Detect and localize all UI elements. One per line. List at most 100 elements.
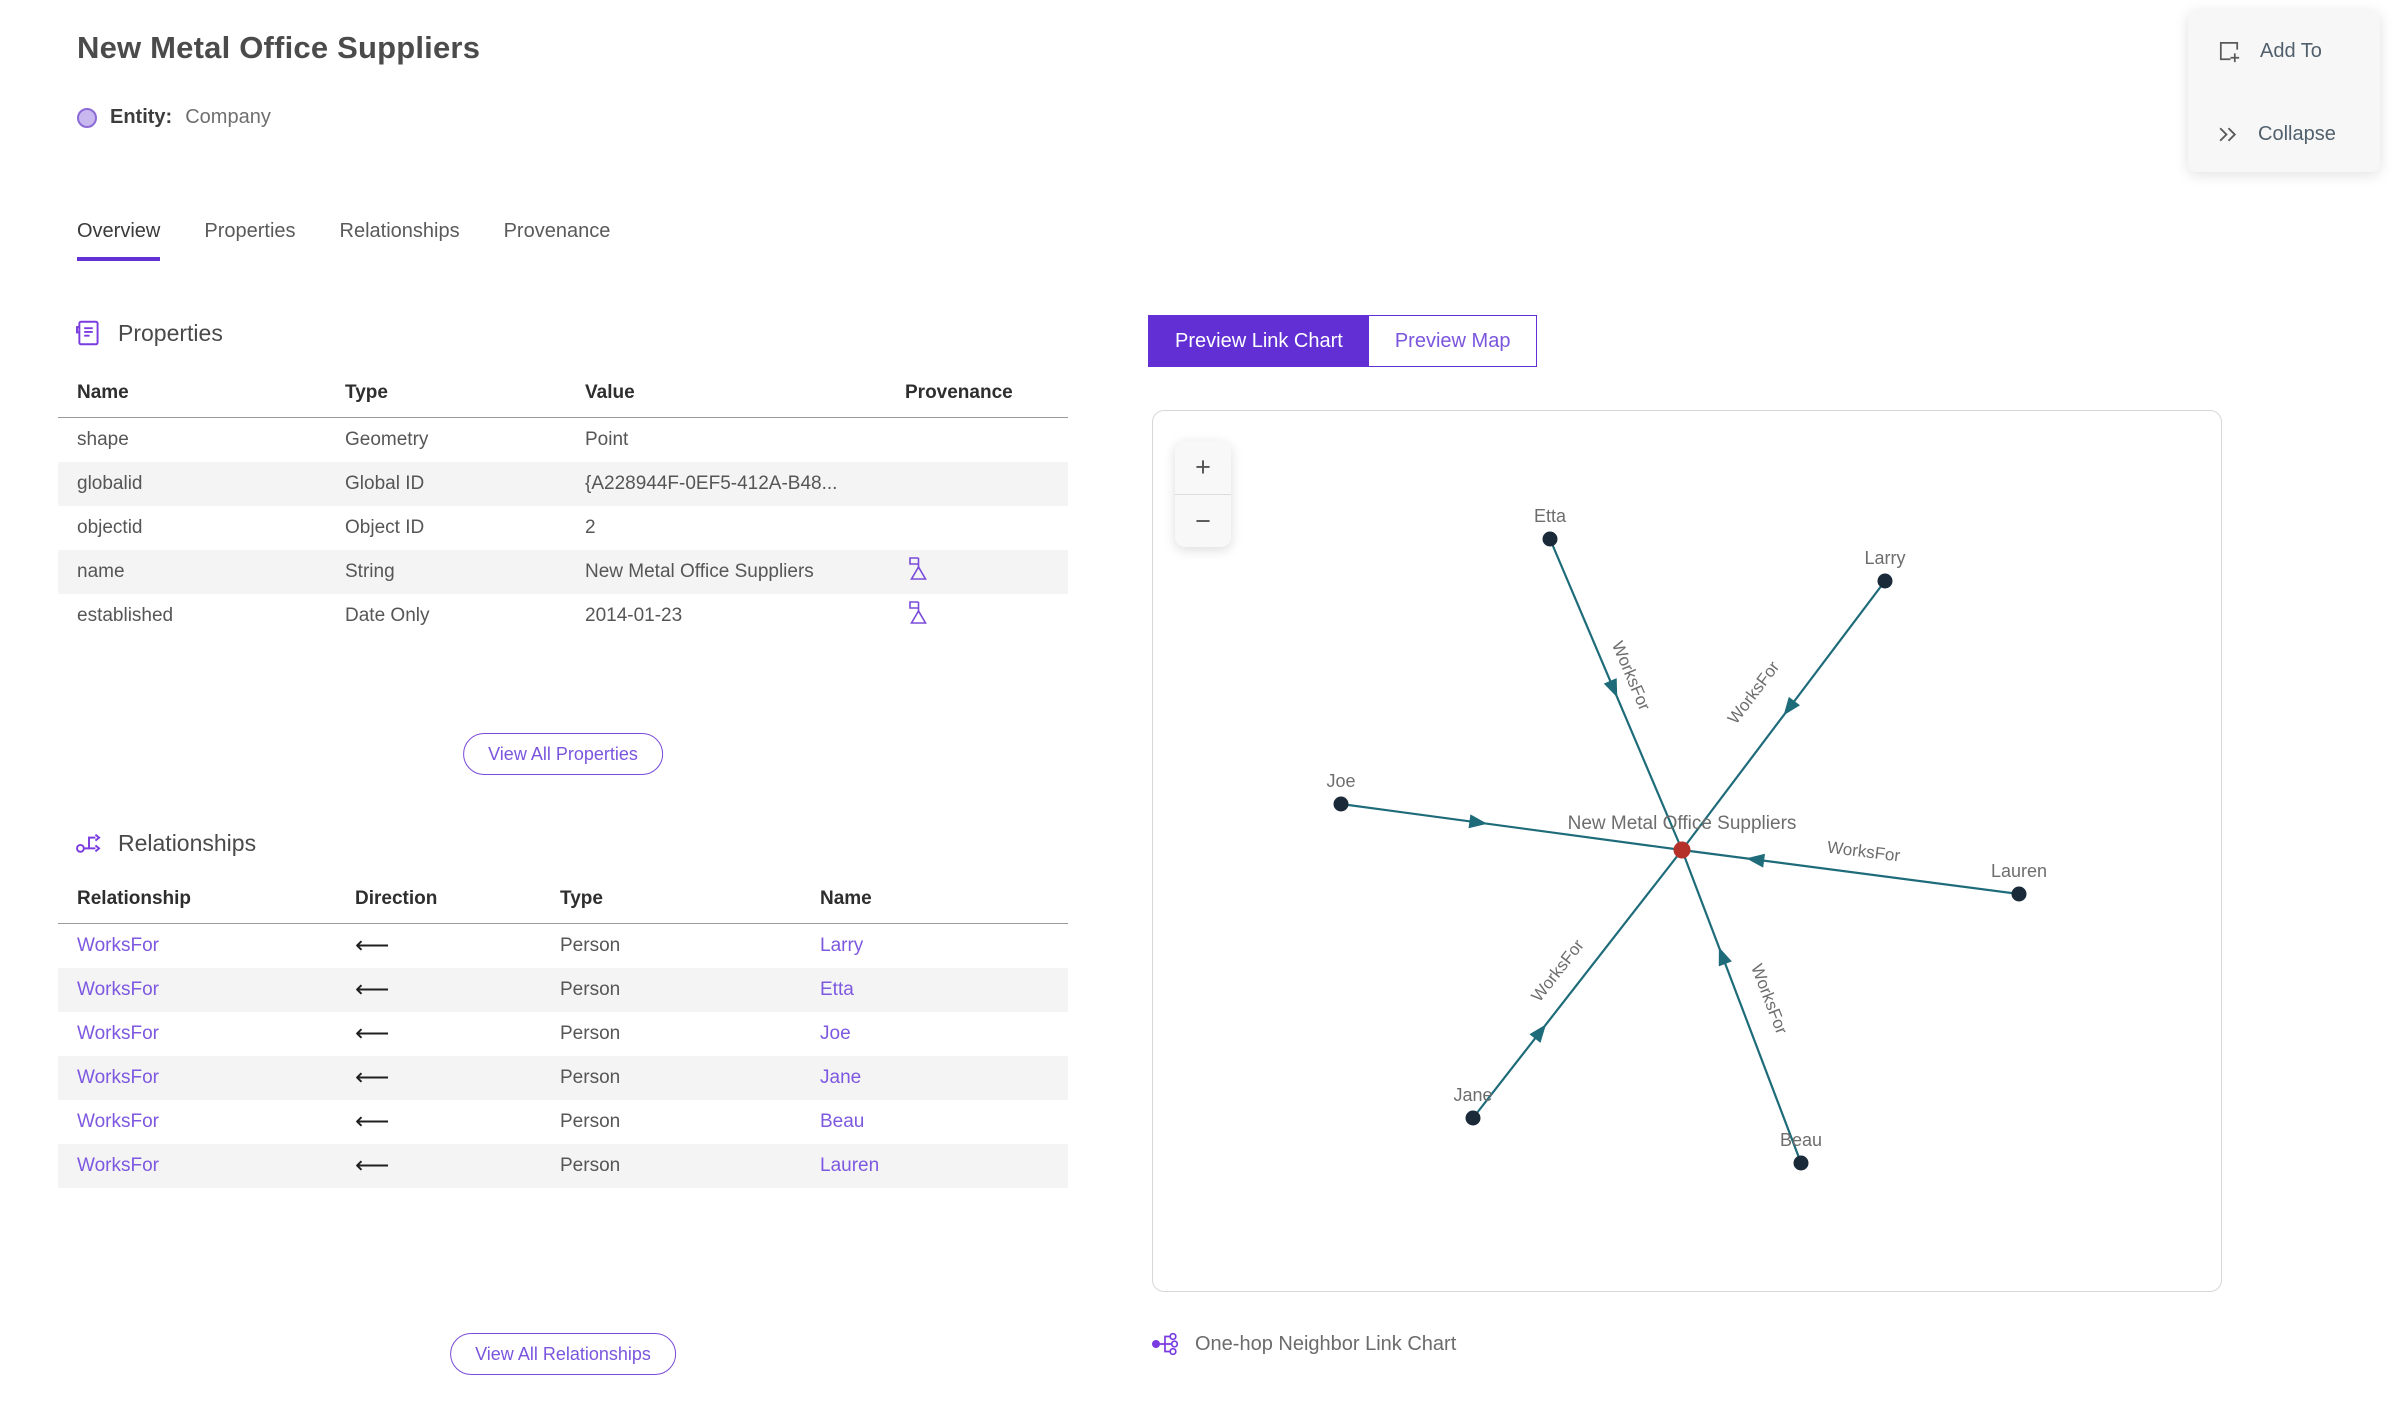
edge-line-beau[interactable] (1680, 849, 1803, 1164)
node-joe[interactable] (1333, 796, 1349, 812)
edge-label-etta: WorksFor (1608, 638, 1654, 713)
entity-label: Entity: (110, 106, 173, 128)
relationship-entity-type-cell: Person (560, 1154, 621, 1176)
edge-line-jane[interactable] (1472, 849, 1683, 1119)
preview-toggle: Preview Link Chart Preview Map (1148, 315, 1538, 367)
chart-caption: One-hop Neighbor Link Chart (1150, 1330, 1456, 1358)
preview-link-chart-tab[interactable]: Preview Link Chart (1149, 316, 1369, 366)
relationship-direction-cell: ⟵ (355, 1152, 390, 1179)
relationship-direction-cell: ⟵ (355, 1108, 390, 1135)
relationships-table-body: WorksFor ⟵ Person Larry WorksFor ⟵ Person Etta W… (58, 924, 1068, 1188)
edge-line-joe[interactable] (1340, 802, 1683, 852)
actions-card: Add To Collapse (2188, 10, 2380, 172)
node-beau[interactable] (1793, 1155, 1809, 1171)
property-name-cell: name (77, 560, 125, 582)
property-name-cell: shape (77, 428, 129, 450)
node-etta[interactable] (1542, 531, 1558, 547)
property-name-cell: globalid (77, 472, 143, 494)
relationships-header-row: Relationship Direction Type Name (58, 880, 1068, 924)
properties-header-row: Name Type Value Provenance (58, 374, 1068, 418)
relationship-name-link[interactable]: Joe (820, 1022, 851, 1044)
zoom-out-button[interactable]: − (1175, 494, 1231, 547)
tabs: Overview Properties Relationships Provenanc… (77, 220, 610, 261)
node-label-center-company: New Metal Office Suppliers (1568, 813, 1797, 834)
property-row: shape Geometry Point (58, 418, 1068, 462)
provenance-flag-icon[interactable] (905, 599, 927, 626)
relationship-type-link[interactable]: WorksFor (77, 934, 159, 956)
relationship-type-link[interactable]: WorksFor (77, 978, 159, 1000)
column-header: Type (560, 880, 820, 924)
node-label-beau: Beau (1780, 1130, 1822, 1150)
relationships-heading-label: Relationships (118, 829, 257, 856)
property-value-cell: Point (585, 428, 629, 450)
relationship-type-link[interactable]: WorksFor (77, 1154, 159, 1176)
column-header: Relationship (58, 880, 355, 924)
properties-table-body: shape Geometry Point globalid Global ID {A228… (58, 418, 1068, 638)
property-row: objectid Object ID 2 (58, 506, 1068, 550)
relationship-name-link[interactable]: Jane (820, 1066, 862, 1088)
properties-heading-label: Properties (118, 319, 223, 346)
edge-arrowhead-icon (1718, 947, 1732, 967)
node-lauren[interactable] (2011, 886, 2027, 902)
relationship-entity-type-cell: Person (560, 934, 621, 956)
column-header: Provenance (905, 374, 1068, 418)
add-to-icon (2219, 41, 2240, 63)
relationship-direction-cell: ⟵ (355, 1064, 390, 1091)
property-type-cell: Object ID (345, 516, 425, 538)
view-all-properties-button[interactable]: View All Properties (463, 733, 663, 775)
relationship-entity-type-cell: Person (560, 1066, 621, 1088)
edge-label-beau: WorksFor (1747, 961, 1791, 1037)
relationship-type-link[interactable]: WorksFor (77, 1022, 159, 1044)
column-header: Direction (355, 880, 560, 924)
edge-label-lauren: WorksFor (1826, 838, 1901, 866)
column-header: Type (345, 374, 585, 418)
column-header: Name (58, 374, 345, 418)
add-to-label: Add To (2260, 40, 2322, 62)
edge-line-larry[interactable] (1681, 580, 1886, 851)
node-larry[interactable] (1877, 573, 1893, 589)
properties-table: Name Type Value Provenance shape Geometry Poi… (58, 374, 1068, 638)
node-label-lauren: Lauren (1991, 861, 2047, 881)
property-provenance-cell (905, 506, 1068, 550)
zoom-control: + − (1175, 441, 1231, 547)
collapse-button[interactable]: Collapse (2216, 122, 2336, 147)
relationship-row: WorksFor ⟵ Person Larry (58, 924, 1068, 968)
edge-label-jane: WorksFor (1528, 936, 1588, 1006)
relationship-name-link[interactable]: Larry (820, 934, 864, 956)
relationship-row: WorksFor ⟵ Person Joe (58, 1012, 1068, 1056)
zoom-in-button[interactable]: + (1195, 452, 1211, 482)
node-label-larry: Larry (1864, 548, 1905, 568)
relationship-type-link[interactable]: WorksFor (77, 1110, 159, 1132)
property-name-cell: established (77, 604, 174, 626)
relationship-name-link[interactable]: Etta (820, 978, 854, 1000)
relationship-name-link[interactable]: Beau (820, 1110, 865, 1132)
relationship-row: WorksFor ⟵ Person Jane (58, 1055, 1068, 1100)
link-chart-svg[interactable]: WorksFor WorksFor WorksFor WorksFor WorksFor… (1153, 411, 2221, 1291)
node-center-company[interactable] (1673, 841, 1691, 859)
relationship-name-link[interactable]: Lauren (820, 1154, 880, 1176)
provenance-flag-icon[interactable] (905, 555, 927, 582)
relationship-row: WorksFor ⟵ Person Etta (58, 967, 1068, 1012)
property-provenance-cell (905, 462, 1068, 506)
preview-map-tab[interactable]: Preview Map (1368, 316, 1537, 366)
relationship-type-link[interactable]: WorksFor (77, 1066, 159, 1088)
property-row: name String New Metal Office Suppliers (58, 549, 1068, 594)
entity-row: Entity: Company (77, 106, 271, 129)
property-type-cell: String (345, 560, 395, 582)
relationship-entity-type-cell: Person (560, 1022, 621, 1044)
properties-icon (76, 320, 99, 346)
tab-overview[interactable]: Overview (77, 220, 161, 261)
view-all-relationships-button[interactable]: View All Relationships (450, 1333, 676, 1375)
one-hop-neighbor-icon (1152, 1332, 1179, 1356)
tab-provenance[interactable]: Provenance (503, 220, 611, 242)
tab-relationships[interactable]: Relationships (339, 220, 460, 242)
node-jane[interactable] (1465, 1110, 1481, 1126)
relationship-direction-cell: ⟵ (355, 976, 390, 1003)
relationship-entity-type-cell: Person (560, 978, 621, 1000)
tab-properties[interactable]: Properties (204, 220, 296, 242)
link-chart-panel: + − WorksFor WorksFor WorksFor WorksFor Work… (1152, 410, 2222, 1292)
property-value-cell: {A228944F-0EF5-412A-B48... (585, 472, 838, 494)
entity-type-value: Company (185, 106, 271, 128)
edge-line-lauren[interactable] (1681, 848, 2020, 896)
add-to-button[interactable]: Add To (2216, 38, 2322, 65)
